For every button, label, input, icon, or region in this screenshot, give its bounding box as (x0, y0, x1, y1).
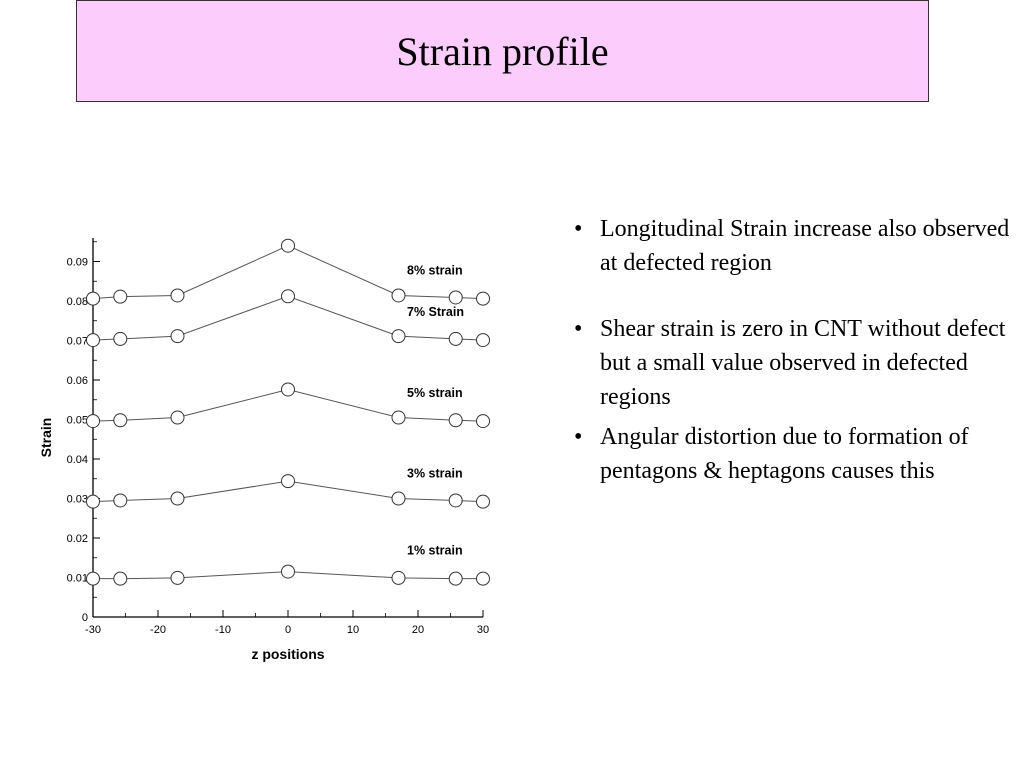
bullet-icon: • (574, 216, 583, 242)
series-label: 3% strain (407, 467, 463, 481)
data-point-marker (113, 289, 128, 304)
series-label: 5% strain (407, 386, 463, 400)
data-point-marker (170, 410, 185, 425)
data-point-marker (170, 491, 185, 506)
x-axis-title: z positions (251, 646, 324, 662)
x-tick-label: -30 (85, 624, 101, 636)
y-tick-label: 0 (82, 612, 88, 624)
data-point-marker (281, 289, 295, 304)
data-point-marker (170, 570, 185, 585)
data-point-marker (391, 288, 406, 303)
slide-title: Strain profile (396, 28, 609, 74)
data-point-marker (476, 291, 490, 306)
data-point-marker (86, 333, 100, 348)
data-point-marker (448, 571, 463, 586)
bullet-icon: • (574, 424, 583, 450)
data-point-marker (113, 331, 128, 346)
data-point-marker (113, 571, 128, 586)
data-point-marker (281, 474, 295, 489)
data-point-marker (281, 382, 295, 397)
bullet-text: Angular distortion due to formation of p… (600, 424, 969, 484)
y-tick-label: 0.07 (67, 336, 88, 348)
data-point-marker (391, 570, 406, 585)
data-point-marker (113, 493, 128, 508)
x-tick-label: 0 (285, 624, 291, 636)
data-point-marker (113, 413, 128, 428)
data-point-marker (281, 564, 295, 579)
x-tick-label: -20 (150, 624, 166, 636)
y-tick-label: 0.06 (67, 375, 88, 387)
strain-profile-chart: 0 0.01 0.02 0.03 0.04 0.05 0.06 0.07 0.08 0.09 -30… (38, 238, 490, 662)
data-point-marker (476, 571, 490, 586)
bullet-item: • Longitudinal Strain increase also obse… (572, 212, 1012, 280)
data-point-marker (448, 413, 463, 428)
y-axis-title: Strain (38, 418, 54, 458)
data-point-marker (391, 329, 406, 344)
bullet-item: • Angular distortion due to formation of… (572, 420, 1012, 488)
x-tick-label: 20 (412, 624, 424, 636)
data-point-marker (476, 414, 490, 429)
bullet-text: Shear strain is zero in CNT without defe… (600, 316, 1006, 410)
bullet-list: • Longitudinal Strain increase also obse… (572, 212, 1012, 488)
data-point-marker (86, 291, 100, 306)
y-tick-label: 0.01 (67, 573, 88, 585)
y-tick-label: 0.09 (67, 257, 88, 269)
data-point-marker (170, 329, 185, 344)
x-tick-label: 10 (347, 624, 359, 636)
y-tick-label: 0.03 (67, 494, 88, 506)
data-point-marker (86, 414, 100, 429)
data-point-marker (281, 238, 295, 253)
bullet-item: • Shear strain is zero in CNT without de… (572, 312, 1012, 414)
data-point-marker (86, 494, 100, 509)
slide-title-box: Strain profile (76, 0, 929, 102)
series-label: 1% strain (407, 544, 463, 558)
data-point-marker (391, 410, 406, 425)
y-tick-label: 0.08 (67, 296, 88, 308)
bullet-icon: • (574, 316, 583, 342)
y-tick-label: 0.02 (67, 533, 88, 545)
data-point-marker (476, 333, 490, 348)
series-label: 8% strain (407, 264, 463, 278)
y-tick-label: 0.05 (67, 415, 88, 427)
data-point-marker (448, 290, 463, 305)
bullet-text: Longitudinal Strain increase also observ… (600, 216, 1010, 276)
data-point-marker (86, 571, 100, 586)
data-point-marker (476, 494, 490, 509)
data-point-marker (448, 331, 463, 346)
x-tick-label: -10 (215, 624, 231, 636)
data-point-marker (448, 493, 463, 508)
y-tick-label: 0.04 (67, 454, 88, 466)
series-label: 7% Strain (407, 305, 464, 319)
data-point-marker (170, 288, 185, 303)
x-tick-label: 30 (477, 624, 489, 636)
data-point-marker (391, 491, 406, 506)
